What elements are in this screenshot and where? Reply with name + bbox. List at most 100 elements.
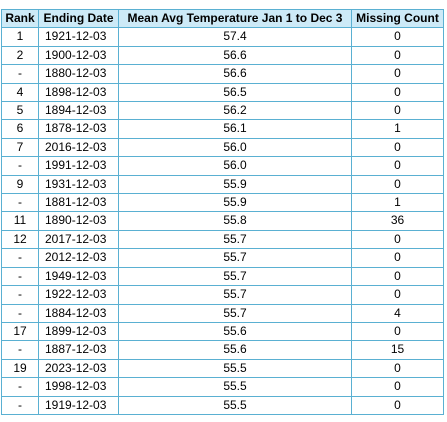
ending-date-cell: 2012-12-03 [38, 248, 119, 268]
missing-count-cell: 0 [351, 266, 444, 287]
rank-cell: - [1, 303, 39, 323]
ending-date-cell: 1921-12-03 [38, 27, 119, 47]
rank-cell: - [1, 248, 39, 268]
rank-cell: 5 [1, 101, 39, 121]
mean-avg-temperature-cell: 55.7 [118, 266, 352, 287]
mean-avg-temperature-cell: 56.1 [118, 119, 352, 139]
missing-count-cell: 0 [351, 358, 444, 379]
table-row: -1998-12-03 55.5 0 [1, 377, 444, 397]
table-row: 11 1890-12-03 55.8 36 [1, 211, 444, 231]
rank-cell: - [1, 266, 39, 287]
mean-avg-temperature-cell: 56.2 [118, 101, 352, 121]
header-rank: Rank [1, 8, 39, 29]
mean-avg-temperature-cell: 56.6 [118, 45, 352, 66]
rank-cell: - [1, 193, 39, 213]
header-mean-avg-temperature: Mean Avg Temperature Jan 1 to Dec 3 [118, 8, 352, 29]
missing-count-cell: 0 [351, 285, 444, 305]
missing-count-cell: 0 [351, 101, 444, 121]
ending-date-cell: 1991-12-03 [38, 156, 119, 176]
mean-avg-temperature-cell: 55.5 [118, 377, 352, 397]
ending-date-cell: 1887-12-03 [38, 340, 119, 360]
table-row: -1887-12-03 55.6 15 [1, 340, 444, 360]
mean-avg-temperature-cell: 56.0 [118, 156, 352, 176]
rank-cell: 7 [1, 137, 39, 158]
ending-date-cell: 1894-12-03 [38, 101, 119, 121]
mean-avg-temperature-cell: 55.6 [118, 321, 352, 342]
rank-cell: - [1, 340, 39, 360]
mean-avg-temperature-cell: 55.9 [118, 193, 352, 213]
mean-avg-temperature-cell: 56.5 [118, 82, 352, 103]
mean-avg-temperature-cell: 55.5 [118, 358, 352, 379]
mean-avg-temperature-cell: 55.7 [118, 285, 352, 305]
missing-count-cell: 0 [351, 27, 444, 47]
missing-count-cell: 36 [351, 211, 444, 231]
table-row: 2 1900-12-03 56.6 0 [1, 45, 444, 66]
ending-date-cell: 1900-12-03 [38, 45, 119, 66]
rank-cell: 9 [1, 174, 39, 195]
ending-date-cell: 1878-12-03 [38, 119, 119, 139]
ending-date-cell: 1884-12-03 [38, 303, 119, 323]
missing-count-cell: 1 [351, 119, 444, 139]
missing-count-cell: 4 [351, 303, 444, 323]
table-row: -1919-12-03 55.5 0 [1, 395, 444, 415]
rank-cell: - [1, 64, 39, 84]
ranking-table: Rank Ending Date Mean Avg Temperature Ja… [1, 8, 444, 415]
table-row: 7 2016-12-03 56.0 0 [1, 137, 444, 158]
rank-cell: 11 [1, 211, 39, 231]
mean-avg-temperature-cell: 56.0 [118, 137, 352, 158]
ending-date-cell: 1880-12-03 [38, 64, 119, 84]
ending-date-cell: 2023-12-03 [38, 358, 119, 379]
table-row: 1 1921-12-03 57.4 0 [1, 27, 444, 47]
table-row: 19 2023-12-03 55.5 0 [1, 358, 444, 379]
mean-avg-temperature-cell: 55.5 [118, 395, 352, 415]
header-row: Rank Ending Date Mean Avg Temperature Ja… [1, 8, 444, 29]
mean-avg-temperature-cell: 55.7 [118, 248, 352, 268]
rank-cell: 4 [1, 82, 39, 103]
missing-count-cell: 0 [351, 395, 444, 415]
ending-date-cell: 1922-12-03 [38, 285, 119, 305]
missing-count-cell: 15 [351, 340, 444, 360]
missing-count-cell: 0 [351, 377, 444, 397]
mean-avg-temperature-cell: 55.6 [118, 340, 352, 360]
rank-cell: - [1, 285, 39, 305]
table-row: 12 2017-12-03 55.7 0 [1, 229, 444, 250]
ending-date-cell: 1931-12-03 [38, 174, 119, 195]
missing-count-cell: 0 [351, 45, 444, 66]
mean-avg-temperature-cell: 55.8 [118, 211, 352, 231]
rank-cell: 6 [1, 119, 39, 139]
mean-avg-temperature-cell: 55.7 [118, 229, 352, 250]
mean-avg-temperature-cell: 57.4 [118, 27, 352, 47]
missing-count-cell: 0 [351, 321, 444, 342]
missing-count-cell: 0 [351, 229, 444, 250]
missing-count-cell: 0 [351, 174, 444, 195]
table-row: -1922-12-03 55.7 0 [1, 285, 444, 305]
table-row: 17 1899-12-03 55.6 0 [1, 321, 444, 342]
table-row: 4 1898-12-03 56.5 0 [1, 82, 444, 103]
rank-cell: 17 [1, 321, 39, 342]
missing-count-cell: 0 [351, 137, 444, 158]
table-body: 1 1921-12-03 57.4 0 2 1900-12-03 56.6 0-1880-12… [1, 27, 444, 415]
missing-count-cell: 0 [351, 156, 444, 176]
rank-cell: 2 [1, 45, 39, 66]
ending-date-cell: 2017-12-03 [38, 229, 119, 250]
rank-cell: 12 [1, 229, 39, 250]
ending-date-cell: 1949-12-03 [38, 266, 119, 287]
table-row: -2012-12-03 55.7 0 [1, 248, 444, 268]
ending-date-cell: 1898-12-03 [38, 82, 119, 103]
ending-date-cell: 1890-12-03 [38, 211, 119, 231]
header-missing-count: Missing Count [351, 8, 444, 29]
missing-count-cell: 1 [351, 193, 444, 213]
table-row: -1991-12-03 56.0 0 [1, 156, 444, 176]
rank-cell: 19 [1, 358, 39, 379]
table-row: -1884-12-03 55.7 4 [1, 303, 444, 323]
table-row: -1880-12-03 56.6 0 [1, 64, 444, 84]
ending-date-cell: 1881-12-03 [38, 193, 119, 213]
rank-cell: 1 [1, 27, 39, 47]
rank-cell: - [1, 395, 39, 415]
mean-avg-temperature-cell: 56.6 [118, 64, 352, 84]
missing-count-cell: 0 [351, 82, 444, 103]
header-ending-date: Ending Date [38, 8, 119, 29]
rank-cell: - [1, 377, 39, 397]
missing-count-cell: 0 [351, 248, 444, 268]
ending-date-cell: 1919-12-03 [38, 395, 119, 415]
